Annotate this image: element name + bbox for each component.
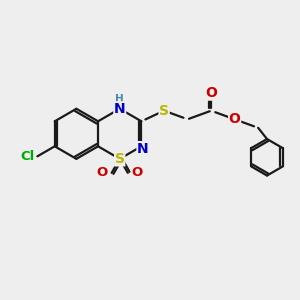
Text: Cl: Cl [20, 150, 34, 163]
Text: O: O [131, 167, 142, 179]
Text: S: S [115, 152, 125, 166]
Text: H: H [116, 94, 124, 104]
Text: O: O [205, 86, 217, 100]
Text: S: S [159, 104, 169, 118]
Text: O: O [97, 167, 108, 179]
Text: N: N [114, 102, 126, 116]
Text: N: N [137, 142, 149, 156]
Text: O: O [229, 112, 241, 126]
